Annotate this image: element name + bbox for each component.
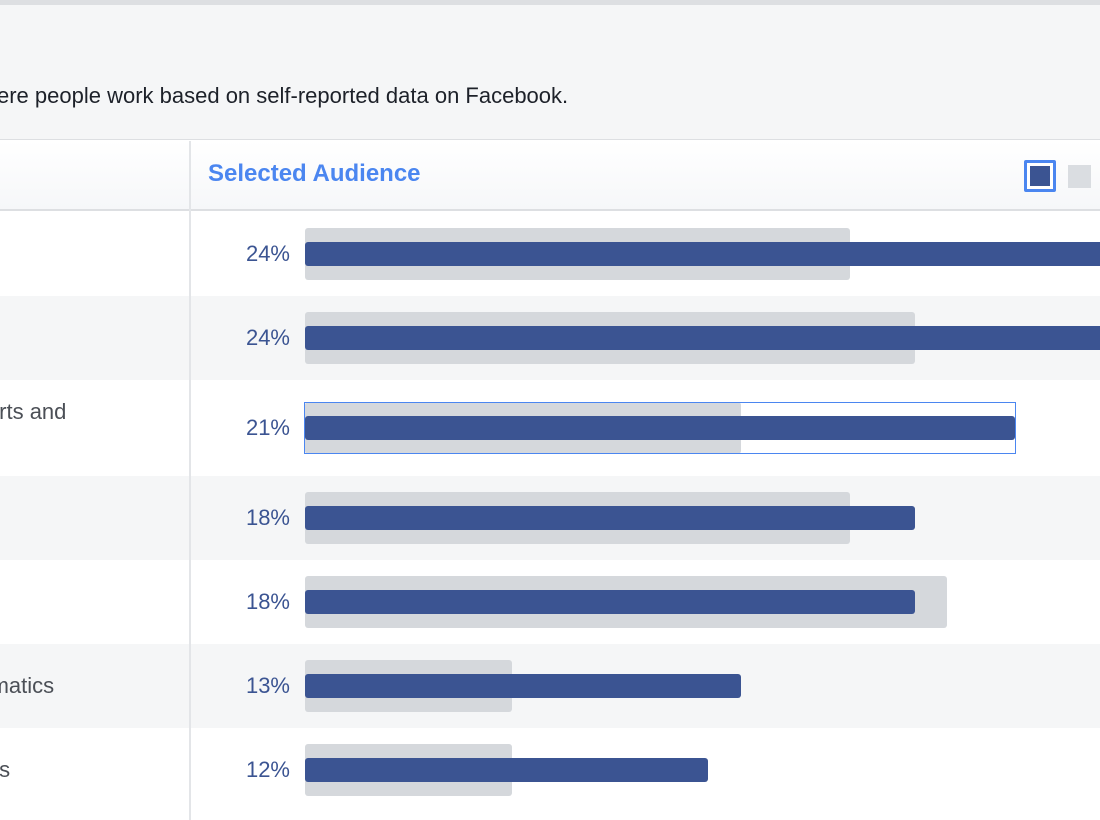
row-label: vices bbox=[0, 757, 11, 782]
selected-audience-bar[interactable] bbox=[305, 326, 1100, 350]
selected-audience-bar[interactable] bbox=[305, 590, 915, 614]
row-percent: 12% bbox=[245, 757, 290, 782]
row-label: Sports and bbox=[0, 399, 67, 424]
row-label: thematics bbox=[0, 673, 55, 698]
selected-audience-bar[interactable] bbox=[305, 758, 708, 782]
top-border bbox=[0, 0, 1100, 5]
selected-audience-toggle[interactable] bbox=[1024, 160, 1056, 192]
table-header bbox=[0, 141, 1100, 211]
selected-audience-bar[interactable] bbox=[305, 242, 1100, 266]
selected-audience-swatch bbox=[1030, 166, 1050, 186]
column-divider bbox=[189, 141, 191, 820]
table-row[interactable]: 18% bbox=[0, 560, 1100, 644]
column-title-selected-audience: Selected Audience bbox=[208, 160, 421, 187]
section-description: Where people work based on self-reported… bbox=[0, 83, 569, 108]
row-percent: 24% bbox=[245, 325, 290, 350]
table-row[interactable]: thematics 13% bbox=[0, 644, 1100, 728]
row-percent: 18% bbox=[245, 505, 290, 530]
row-percent: 13% bbox=[245, 673, 290, 698]
selected-audience-bar[interactable] bbox=[305, 416, 1015, 440]
row-percent: 24% bbox=[245, 241, 290, 266]
table-row[interactable]: es 18% bbox=[0, 476, 1100, 560]
table-row[interactable]: vices 12% bbox=[0, 728, 1100, 812]
row-percent: 21% bbox=[245, 415, 290, 440]
table-row[interactable]: Sports and 21% bbox=[0, 380, 1100, 476]
table-row[interactable]: 24% bbox=[0, 296, 1100, 380]
selected-audience-bar[interactable] bbox=[305, 674, 741, 698]
row-percent: 18% bbox=[245, 589, 290, 614]
table-row[interactable]: 24% bbox=[0, 212, 1100, 296]
header-area: Where people work based on self-reported… bbox=[0, 5, 1100, 140]
comparison-toggle[interactable] bbox=[1068, 165, 1091, 188]
row-label: es bbox=[0, 505, 180, 531]
selected-audience-bar[interactable] bbox=[305, 506, 915, 530]
